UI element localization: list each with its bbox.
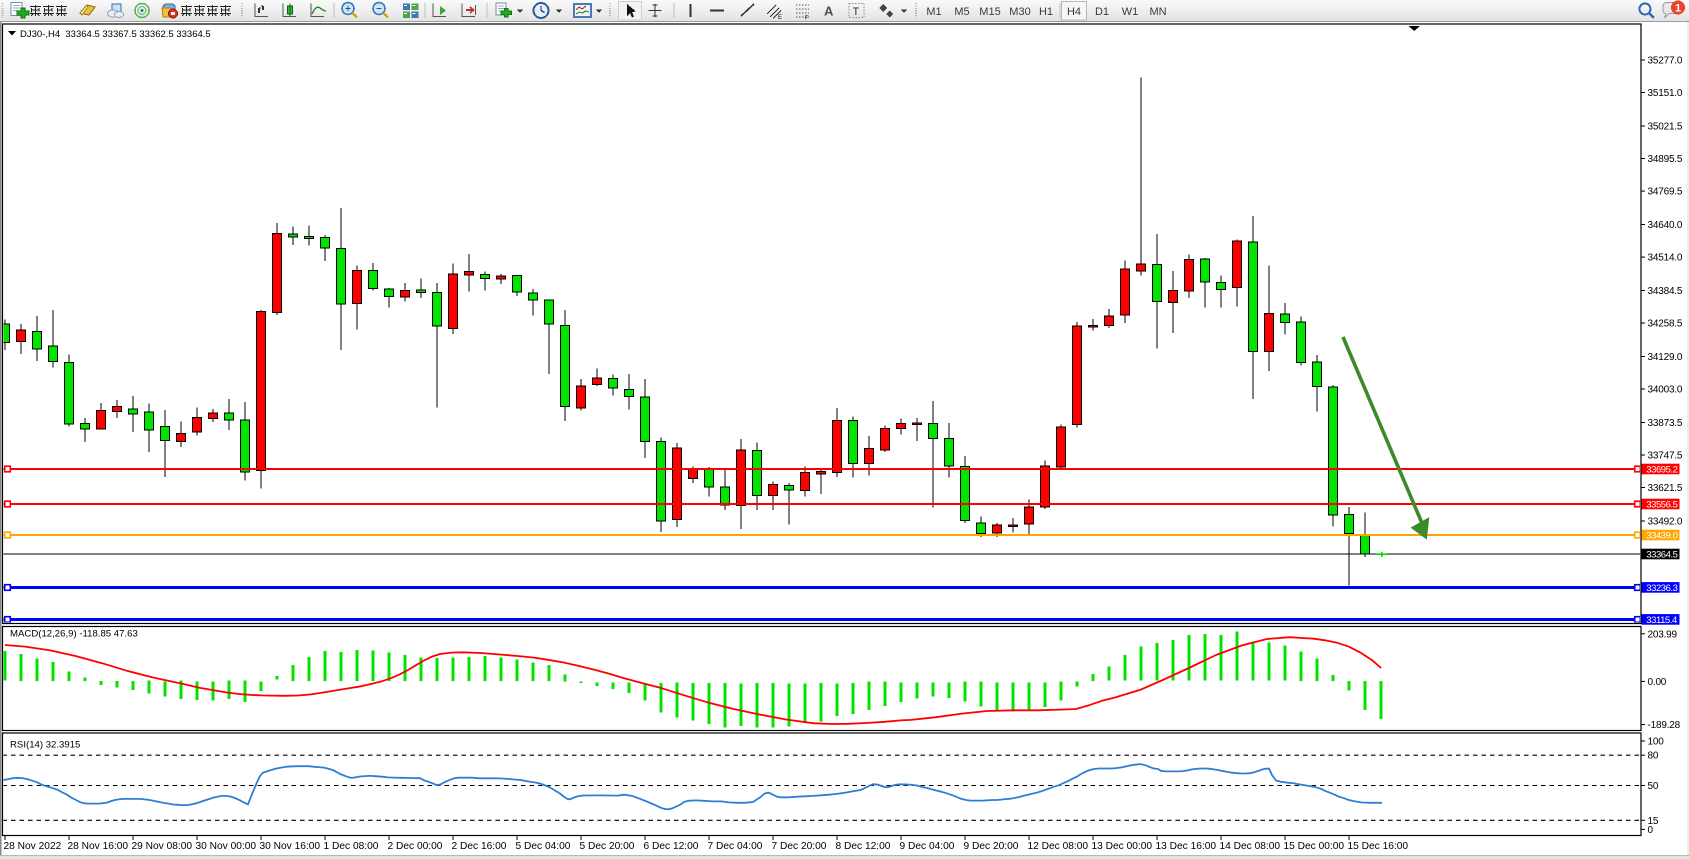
svg-text:35277.0: 35277.0 [1648,56,1683,67]
svg-text:D1: D1 [1095,6,1109,18]
svg-text:MN: MN [1149,6,1166,18]
svg-text:-189.28: -189.28 [1648,720,1681,731]
svg-text:33236.3: 33236.3 [1646,583,1677,594]
svg-text:30 Nov 00:00: 30 Nov 00:00 [196,841,257,852]
svg-text:29 Nov 08:00: 29 Nov 08:00 [132,841,193,852]
svg-text:33873.5: 33873.5 [1648,418,1683,429]
svg-text:0: 0 [1648,825,1654,836]
svg-text:F: F [805,16,809,22]
svg-text:0.00: 0.00 [1648,677,1667,688]
svg-text:35151.0: 35151.0 [1648,88,1683,99]
svg-text:33747.5: 33747.5 [1648,451,1683,462]
svg-text:34514.0: 34514.0 [1648,253,1683,264]
svg-text:DJ30-,H4 33364.5 33367.5 3336: DJ30-,H4 33364.5 33367.5 33362.5 33364.5 [20,29,211,40]
svg-text:33364.5: 33364.5 [1646,549,1677,560]
svg-text:H4: H4 [1067,6,1081,18]
svg-text:34258.5: 34258.5 [1648,319,1683,330]
svg-text:W1: W1 [1122,6,1139,18]
svg-text:50: 50 [1648,781,1659,792]
svg-text:T: T [853,6,860,18]
svg-text:80: 80 [1648,751,1659,762]
svg-text:M1: M1 [926,6,941,18]
svg-text:33115.4: 33115.4 [1646,615,1677,626]
svg-text:M15: M15 [979,6,1000,18]
svg-text:33492.0: 33492.0 [1648,517,1683,528]
svg-text:34384.5: 34384.5 [1648,286,1683,297]
svg-text:MACD(12,26,9) -118.85 47.63: MACD(12,26,9) -118.85 47.63 [10,629,138,640]
svg-text:5 Dec 20:00: 5 Dec 20:00 [580,841,635,852]
svg-text:1 Dec 08:00: 1 Dec 08:00 [324,841,379,852]
svg-text:5 Dec 04:00: 5 Dec 04:00 [516,841,571,852]
svg-text:9 Dec 04:00: 9 Dec 04:00 [900,841,955,852]
svg-text:14 Dec 08:00: 14 Dec 08:00 [1220,841,1281,852]
svg-text:12 Dec 08:00: 12 Dec 08:00 [1028,841,1089,852]
svg-text:34129.0: 34129.0 [1648,352,1683,363]
svg-text:13 Dec 00:00: 13 Dec 00:00 [1092,841,1153,852]
svg-text:34003.0: 34003.0 [1648,385,1683,396]
svg-text:7 Dec 20:00: 7 Dec 20:00 [772,841,827,852]
svg-text:2 Dec 16:00: 2 Dec 16:00 [452,841,507,852]
svg-text:8 Dec 12:00: 8 Dec 12:00 [836,841,891,852]
svg-text:33439.0: 33439.0 [1646,530,1677,541]
svg-text:A: A [824,4,834,19]
svg-text:1: 1 [1675,3,1681,15]
svg-text:28 Nov 16:00: 28 Nov 16:00 [68,841,129,852]
svg-text:9 Dec 20:00: 9 Dec 20:00 [964,841,1019,852]
svg-text:15 Dec 00:00: 15 Dec 00:00 [1284,841,1345,852]
svg-text:M30: M30 [1009,6,1030,18]
svg-text:15: 15 [1648,816,1659,827]
svg-text:13 Dec 16:00: 13 Dec 16:00 [1156,841,1217,852]
svg-text:33695.2: 33695.2 [1646,464,1677,475]
svg-text:RSI(14) 32.3915: RSI(14) 32.3915 [10,740,80,751]
svg-text:M5: M5 [954,6,969,18]
svg-text:33621.5: 33621.5 [1648,483,1683,494]
svg-text:6 Dec 12:00: 6 Dec 12:00 [644,841,699,852]
svg-text:30 Nov 16:00: 30 Nov 16:00 [260,841,321,852]
svg-text:15 Dec 16:00: 15 Dec 16:00 [1348,841,1409,852]
svg-text:34640.0: 34640.0 [1648,220,1683,231]
svg-text:33556.5: 33556.5 [1646,499,1677,510]
svg-text:2 Dec 00:00: 2 Dec 00:00 [388,841,443,852]
svg-text:35021.5: 35021.5 [1648,122,1683,133]
svg-text:203.99: 203.99 [1648,629,1678,640]
svg-text:H1: H1 [1039,6,1053,18]
svg-text:E: E [778,15,782,21]
svg-text:7 Dec 04:00: 7 Dec 04:00 [708,841,763,852]
svg-text:34895.5: 34895.5 [1648,154,1683,165]
svg-text:100: 100 [1648,737,1665,748]
svg-text:34769.5: 34769.5 [1648,187,1683,198]
svg-text:28 Nov 2022: 28 Nov 2022 [4,841,62,852]
